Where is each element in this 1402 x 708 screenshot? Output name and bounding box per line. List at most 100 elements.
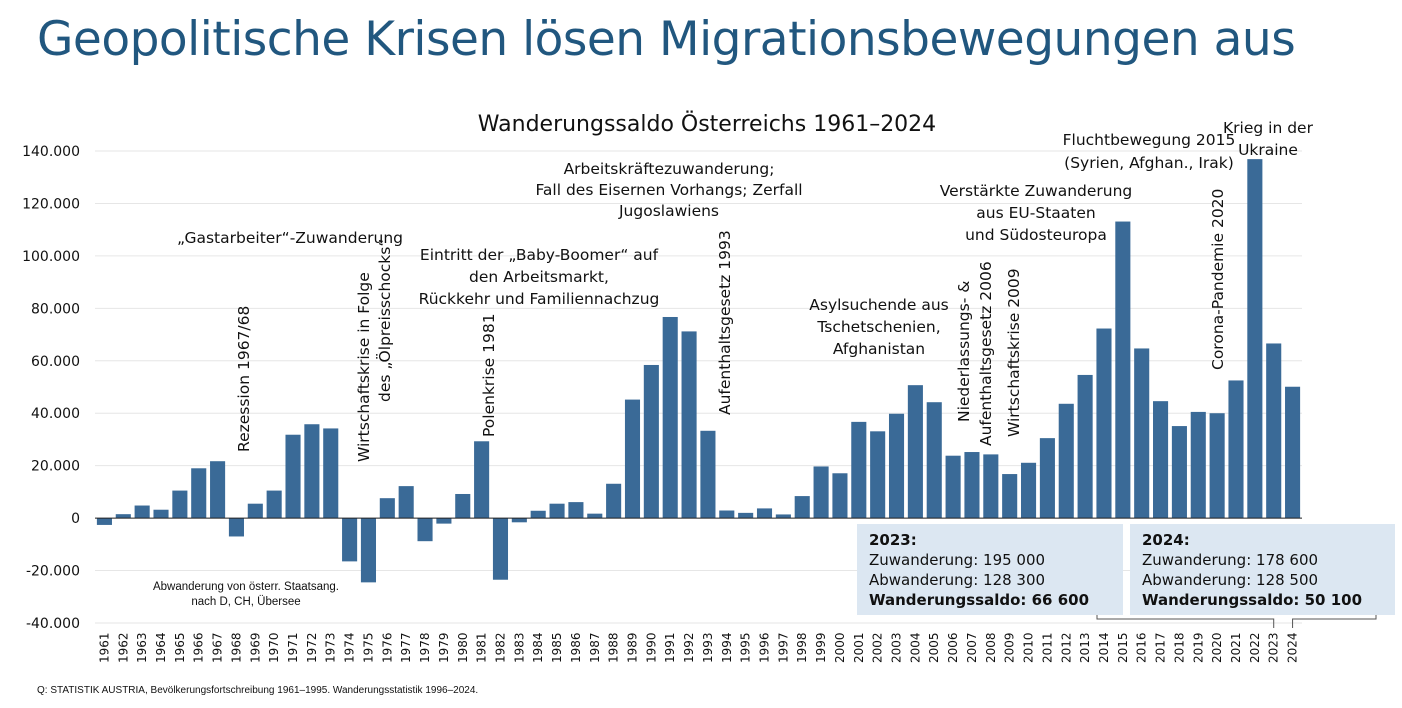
bar-1969 [247,503,263,519]
bar-1965 [172,490,188,519]
bar-1970 [266,490,282,519]
x-tick-label: 2021 [1229,632,1243,663]
annotation-line: Tschetschenien, [816,318,940,336]
annotation-ukraine: Krieg in der Ukraine [1223,119,1314,159]
info-box-year: 2023: [869,531,917,549]
annotation-line: (Syrien, Afghan., Irak) [1064,154,1234,172]
bar-1998 [794,496,810,519]
x-tick-label: 1991 [663,632,677,663]
bar-2014 [1096,328,1112,519]
x-tick-label: 2011 [1040,632,1054,663]
bar-1974 [342,518,358,562]
y-tick-label: 120.000 [22,196,80,212]
x-tick-label: 2023 [1267,632,1281,663]
x-tick-label: 2004 [908,632,922,663]
x-tick-label: 1979 [437,632,451,663]
bar-2011 [1039,438,1055,519]
bar-1994 [719,510,735,519]
annotation-line: des „Ölpreisschocks“ [375,239,394,402]
bar-1972 [304,424,320,519]
annotation-polenkrise: Polenkrise 1981 [480,313,498,437]
y-tick-label: 0 [71,511,80,527]
x-tick-label: 1997 [776,632,790,663]
info-box-abwanderung: Abwanderung: 128 300 [869,571,1046,589]
info-box-zuwanderung: Zuwanderung: 178 600 [1142,551,1319,569]
x-tick-label: 1998 [795,632,809,663]
annotations: „Gastarbeiter“-Zuwanderung Rezession 1967… [153,119,1314,608]
bar-1961 [96,518,112,525]
annotation-asylsuchende: Asylsuchende aus Tschetschenien, Afghanist… [809,296,948,358]
bar-1987 [587,513,603,519]
annotation-line: Krieg in der [1223,119,1314,137]
annotation-line: Wirtschaftskrise 2009 [1005,268,1023,437]
annotation-line: Fall des Eisernen Vorhangs; Zerfall [535,181,802,199]
bar-2013 [1077,374,1093,519]
bar-1964 [153,509,169,519]
annotation-line: den Arbeitsmarkt, [469,268,609,286]
y-tick-label: -20.000 [26,564,80,580]
bar-2020 [1209,413,1225,519]
info-box-saldo-value: : 50 100 [1293,591,1363,609]
annotation-eu-zuwanderung: Verstärkte Zuwanderung aus EU-Staaten und … [940,182,1133,244]
bar-2015 [1115,221,1131,519]
x-tick-label: 2015 [1116,632,1130,663]
x-tick-label: 2000 [833,632,847,663]
chart-title: Wanderungssaldo Österreichs 1961–2024 [478,111,936,137]
info-box-abwanderung: Abwanderung: 128 500 [1142,571,1319,589]
bar-2008 [983,454,999,519]
x-tick-label: 2008 [984,632,998,663]
x-tick-label: 1990 [644,632,658,663]
bar-1988 [606,483,622,519]
x-tick-label: 1996 [758,632,772,663]
annotation-line: Wirtschaftskrise in Folge [355,272,373,462]
info-box-2023: 2023: Zuwanderung: 195 000 Abwanderung: … [857,524,1123,615]
annotation-baby-boomer: Eintritt der „Baby-Boomer“ auf den Arbeit… [419,246,660,308]
annotation-fluchtbewegung: Fluchtbewegung 2015 (Syrien, Afghan., Ira… [1063,131,1236,172]
x-tick-label: 1985 [550,632,564,663]
x-tick-label: 2016 [1135,632,1149,663]
x-tick-label: 2001 [852,632,866,663]
x-tick-label: 1962 [116,632,130,663]
x-tick-label: 2024 [1286,632,1300,663]
x-tick-label: 1967 [211,632,225,663]
x-tick-label: 2017 [1154,632,1168,663]
x-tick-label: 1968 [229,632,243,663]
annotation-line: Rückkehr und Familiennachzug [419,290,660,308]
bar-1980 [455,493,471,519]
info-box-saldo-label: Wanderungssaldo [1142,591,1294,609]
x-tick-label: 2018 [1172,632,1186,663]
x-tick-label: 1981 [475,632,489,663]
x-tick-label: 1973 [324,632,338,663]
x-tick-label: 1995 [739,632,753,663]
annotation-rezession: Rezession 1967/68 [235,306,253,452]
annotation-niederlassungsgesetz: Niederlassungs- & Aufenthaltsgesetz 2006 [955,261,995,446]
y-tick-label: 40.000 [31,406,80,422]
info-box-year: 2024: [1142,531,1190,549]
x-tick-label: 1974 [343,632,357,663]
bar-1979 [436,518,452,524]
annotation-line: Afghanistan [833,340,925,358]
source-note: Q: STATISTIK AUSTRIA, Bevölkerungsfortsc… [37,685,479,696]
x-tick-label: 2014 [1097,632,1111,663]
x-tick-label: 2009 [1003,632,1017,663]
bar-2024 [1285,386,1301,519]
y-tick-label: 80.000 [31,301,80,317]
x-tick-label: 1984 [531,632,545,663]
annotation-line: Aufenthaltsgesetz 1993 [716,230,734,415]
x-tick-label: 1971 [286,632,300,663]
x-tick-label: 2019 [1191,632,1205,663]
x-tick-label: 1965 [173,632,187,663]
bar-1966 [191,468,207,519]
annotation-line: und Südosteuropa [965,226,1107,244]
bar-2019 [1190,411,1206,519]
bar-1971 [285,434,301,519]
info-box-2024: 2024: Zuwanderung: 178 600 Abwanderung: … [1130,524,1395,615]
bar-1991 [662,316,678,519]
x-tick-label: 1999 [814,632,828,663]
bar-2016 [1134,348,1150,519]
x-tick-label: 1992 [682,632,696,663]
x-tick-label: 1983 [512,632,526,663]
y-axis-tick-labels: -40.000 -20.000 0 20.000 40.000 60.000 80.000 1… [22,144,80,632]
annotation-line: aus EU-Staaten [976,204,1095,222]
annotation-line: Polenkrise 1981 [480,313,498,437]
